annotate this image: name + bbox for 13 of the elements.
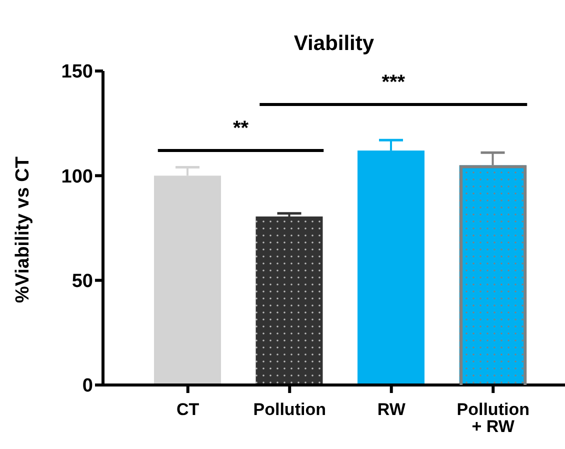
annotation: ** [232,118,249,140]
y-tick-label: 50 [72,271,93,292]
y-axis-title: %Viability vs CT [12,156,34,303]
bar [256,216,323,385]
annotation: *** [382,71,406,94]
y-tick-label: 100 [61,166,93,188]
y-tick-label: 150 [61,62,93,83]
x-tick-label: Pollution [253,400,326,420]
x-tick-label: CT [176,400,200,420]
chart-title: Viability [292,32,376,56]
y-tick-label: 0 [82,376,93,397]
x-tick-label: Pollution + RW [456,400,530,436]
x-tick-label: RW [377,400,406,420]
